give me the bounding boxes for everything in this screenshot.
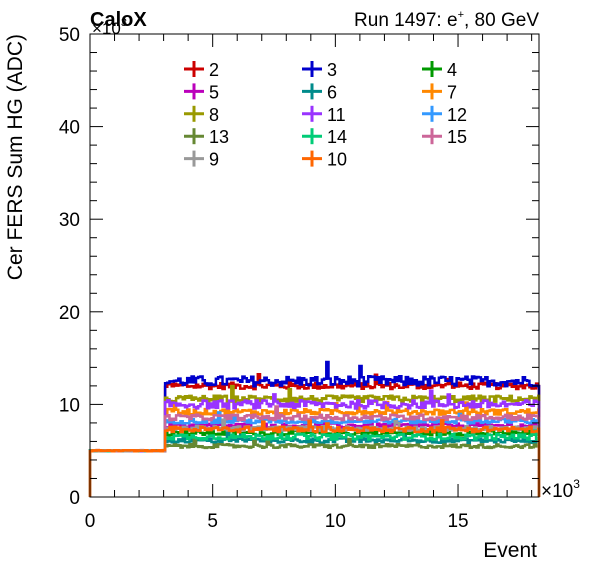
x-axis-label: Event <box>483 539 537 562</box>
series-line-15 <box>88 405 541 497</box>
legend-entry-6: 6 <box>302 82 337 102</box>
experiment-label: CaloX <box>90 9 147 31</box>
legend-label: 8 <box>209 105 219 125</box>
legend-label: 13 <box>209 127 229 147</box>
legend-entry-5: 5 <box>184 82 219 102</box>
x-tick-label: 5 <box>207 511 218 532</box>
series-line-13 <box>88 437 541 497</box>
y-tick-label: 40 <box>59 118 80 139</box>
series-layer <box>88 360 541 497</box>
legend-entry-2: 2 <box>184 60 219 80</box>
legend-entry-11: 11 <box>302 105 346 125</box>
series-line-14 <box>88 425 541 497</box>
axes-layer: 0 5 10 15 0 10 20 30 40 50 <box>59 25 539 532</box>
y-tick-label: 30 <box>59 210 80 231</box>
legend-entry-9: 9 <box>184 150 219 170</box>
y-tick-label: 20 <box>59 303 80 324</box>
plot-frame <box>89 33 540 498</box>
legend-entry-8: 8 <box>184 105 219 125</box>
y-axis-label: Cer FERS Sum HG (ADC) <box>4 34 27 280</box>
y-tick-label: 50 <box>59 25 80 46</box>
legend-label: 4 <box>447 60 457 80</box>
legend-entry-4: 4 <box>422 60 457 80</box>
x-tick-label: 10 <box>325 511 346 532</box>
legend-entry-3: 3 <box>302 60 337 80</box>
legend-label: 3 <box>327 60 337 80</box>
series-line-8 <box>88 384 541 497</box>
legend-label: 11 <box>327 105 346 125</box>
series-line-3 <box>88 360 541 497</box>
series-line-10 <box>88 419 541 497</box>
y-tick-label: 10 <box>59 395 80 416</box>
legend-label: 7 <box>447 82 457 102</box>
legend-entry-7: 7 <box>422 82 457 102</box>
legend-entry-15: 15 <box>422 127 467 147</box>
legend-entry-12: 12 <box>422 105 467 125</box>
run-label: Run 1497: e+, 80 GeV <box>354 9 539 31</box>
y-tick-label: 0 <box>69 488 80 509</box>
legend-label: 14 <box>327 127 347 147</box>
legend-label: 12 <box>447 105 467 125</box>
legend-label: 6 <box>327 82 337 102</box>
legend-label: 9 <box>209 150 219 170</box>
legend-label: 5 <box>209 82 219 102</box>
x-axis-multiplier: ×103 <box>541 477 580 502</box>
x-tick-label: 0 <box>85 511 96 532</box>
legend-label: 2 <box>209 60 219 80</box>
series-line-6 <box>88 430 541 497</box>
legend-entry-13: 13 <box>184 127 229 147</box>
y-axis-multiplier: ×103 <box>92 17 127 38</box>
x-tick-label: 15 <box>447 511 468 532</box>
legend-entry-14: 14 <box>302 127 347 147</box>
legend: 2 3 4 5 6 7 8 11 12 13 14 15 9 10 <box>184 60 467 170</box>
legend-label: 15 <box>447 127 467 147</box>
legend-label: 10 <box>327 150 347 170</box>
legend-entry-10: 10 <box>302 150 347 170</box>
